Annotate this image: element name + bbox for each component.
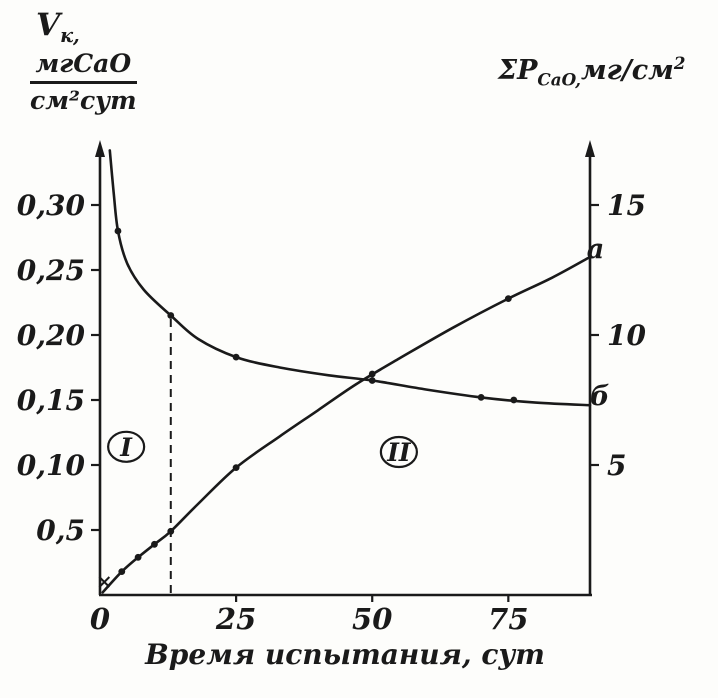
series-а-point [134,553,142,561]
left-axis-units-fraction: мгCaO см²сут [30,50,137,114]
left-axis-tick-label: 0,30 [17,189,86,222]
series-б-point [477,394,485,401]
series-а-label: а [587,234,605,265]
region-II-circle [379,435,418,469]
left-axis-units-denominator: см²сут [30,85,137,115]
right-axis-units-superscript: 2 [673,53,686,73]
series-б-point [510,396,518,404]
right-axis-arrow [585,140,595,157]
right-axis-symbol: ΣP [498,55,538,86]
left-axis-tick-label: 0,20 [17,319,86,352]
series-а-point [368,370,376,378]
series-б-point [232,353,240,361]
right-axis-symbol-subscript: CaO, [537,69,581,90]
series-а-point [118,568,126,575]
region-II-label: II [386,438,412,467]
x-axis-title: Время испытания, сут [145,638,545,671]
series-а-point [167,527,175,535]
left-axis-symbol: V [36,7,61,43]
right-axis-tick-label: 10 [607,319,646,352]
left-axis-title: Vк, мгCaO см²сут [30,8,137,114]
series-б-point [167,312,175,319]
series-а-point [504,295,512,302]
right-axis-title: ΣPCaO,мг/см2 [498,54,685,89]
left-axis-tick-label: 0,10 [17,449,86,482]
right-axis-units: мг/см [581,55,674,86]
origin-cross-marker [98,576,111,588]
x-axis-tick-label: 50 [352,602,392,636]
series-а-point [151,540,158,548]
left-axis-symbol-line: Vк, [36,8,137,46]
left-axis-units-numerator: мгCaO [30,50,137,84]
right-axis-tick-label: 15 [607,189,646,222]
series-а-curve [101,255,592,594]
region-I-label: I [119,433,133,462]
series-б-curve [108,149,592,407]
series-б-label: б [590,381,610,412]
x-axis-tick-label: 75 [488,602,528,636]
left-axis-tick-label: 0,15 [17,384,85,417]
left-axis-symbol-subscript: к, [60,24,80,48]
left-axis-arrow [95,140,105,157]
x-axis-tick-label: 25 [215,602,256,636]
left-axis-tick-label: 0,5 [36,514,85,547]
series-б-point [368,377,376,384]
series-а-point [232,464,240,471]
x-axis-tick-label: 0 [90,602,110,636]
series-б-point [114,227,122,235]
right-axis-tick-label: 5 [607,449,626,482]
left-axis-tick-label: 0,25 [17,254,85,287]
region-I-circle [107,430,146,463]
